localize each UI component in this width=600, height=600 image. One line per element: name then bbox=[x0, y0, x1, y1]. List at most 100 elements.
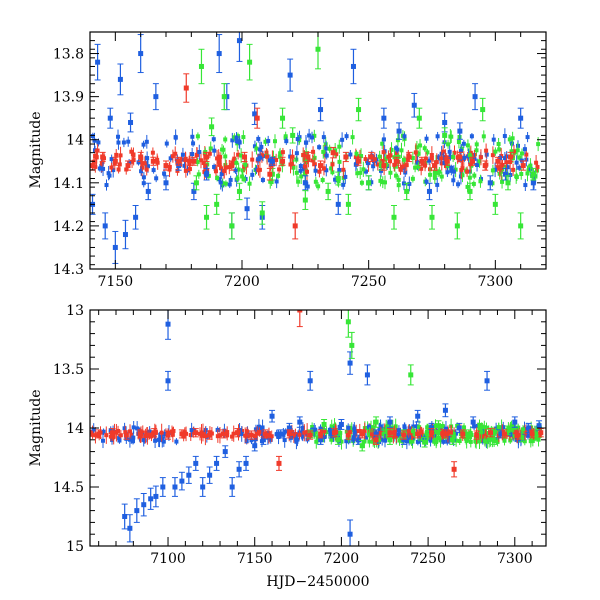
y-tick-label: 13.8 bbox=[53, 47, 84, 63]
data-point bbox=[340, 137, 345, 142]
data-point bbox=[403, 162, 408, 167]
data-point bbox=[223, 181, 228, 186]
data-point bbox=[508, 173, 513, 178]
data-point bbox=[93, 433, 98, 438]
data-point bbox=[495, 439, 500, 444]
data-point bbox=[458, 148, 463, 153]
data-point bbox=[351, 435, 356, 440]
data-point bbox=[433, 423, 438, 428]
data-point bbox=[389, 147, 394, 152]
data-point bbox=[291, 165, 296, 170]
data-point bbox=[298, 164, 303, 169]
data-point bbox=[281, 432, 286, 437]
data-point bbox=[230, 434, 235, 439]
data-point bbox=[424, 179, 429, 184]
data-point bbox=[366, 180, 372, 186]
data-point bbox=[183, 85, 189, 91]
data-point bbox=[131, 435, 136, 440]
data-point bbox=[224, 94, 230, 100]
data-point bbox=[472, 424, 477, 429]
data-point bbox=[478, 155, 483, 160]
data-point bbox=[236, 188, 242, 194]
data-point bbox=[221, 94, 227, 100]
data-point bbox=[365, 161, 370, 166]
data-point bbox=[179, 478, 185, 484]
data-point bbox=[130, 439, 135, 444]
data-point bbox=[484, 148, 489, 153]
data-point bbox=[493, 429, 498, 434]
data-point bbox=[179, 157, 184, 162]
data-point bbox=[187, 162, 192, 167]
data-point bbox=[269, 413, 275, 419]
data-point bbox=[244, 206, 250, 212]
data-point bbox=[488, 430, 494, 436]
data-point bbox=[457, 439, 462, 444]
data-point bbox=[411, 424, 416, 429]
data-point bbox=[480, 107, 486, 113]
data-point bbox=[236, 167, 241, 172]
data-point bbox=[290, 132, 296, 138]
data-point bbox=[139, 169, 144, 174]
top-plot-area bbox=[90, 32, 541, 264]
data-point bbox=[449, 165, 454, 170]
data-point bbox=[448, 154, 453, 159]
y-tick-label: 14.1 bbox=[53, 176, 84, 192]
data-point bbox=[438, 438, 443, 443]
data-point bbox=[122, 514, 128, 519]
data-point bbox=[401, 432, 407, 438]
data-point bbox=[520, 429, 525, 434]
data-point bbox=[153, 438, 158, 443]
data-point bbox=[254, 115, 260, 121]
data-point bbox=[388, 153, 393, 158]
data-point bbox=[498, 431, 504, 437]
data-point bbox=[201, 161, 206, 166]
data-point bbox=[344, 429, 349, 434]
data-point bbox=[216, 158, 222, 164]
data-point bbox=[490, 153, 495, 158]
data-point bbox=[526, 168, 531, 173]
top-x-ticks: 7150 7200 7250 7300 bbox=[89, 32, 547, 290]
data-point bbox=[337, 168, 342, 173]
data-point bbox=[321, 135, 326, 140]
data-point bbox=[408, 372, 414, 378]
data-point bbox=[379, 168, 384, 173]
data-point bbox=[457, 128, 463, 134]
data-point bbox=[117, 76, 123, 82]
data-point bbox=[463, 431, 469, 437]
data-point bbox=[174, 439, 179, 444]
data-point bbox=[388, 170, 393, 175]
data-point bbox=[302, 180, 308, 186]
data-point bbox=[483, 439, 488, 444]
data-point bbox=[314, 439, 319, 444]
data-point bbox=[138, 154, 144, 160]
data-point bbox=[263, 139, 268, 144]
data-point bbox=[145, 188, 151, 194]
data-point bbox=[391, 434, 396, 439]
data-point bbox=[474, 148, 479, 153]
data-point bbox=[325, 188, 331, 194]
data-point bbox=[373, 419, 379, 425]
data-point bbox=[170, 154, 175, 159]
data-point bbox=[496, 141, 501, 146]
data-point bbox=[102, 223, 108, 229]
data-point bbox=[462, 155, 467, 160]
data-point bbox=[296, 179, 301, 184]
data-point bbox=[515, 148, 520, 153]
x-tick-label: 7200 bbox=[324, 551, 360, 567]
data-point bbox=[269, 171, 275, 177]
data-point bbox=[523, 430, 528, 435]
data-point bbox=[168, 156, 173, 161]
data-point bbox=[252, 443, 258, 449]
data-point bbox=[428, 172, 433, 177]
data-point bbox=[191, 141, 196, 146]
data-point bbox=[262, 431, 268, 437]
data-point bbox=[276, 173, 281, 178]
data-point bbox=[252, 111, 258, 117]
data-point bbox=[443, 426, 448, 431]
data-point bbox=[173, 151, 178, 156]
data-point bbox=[144, 167, 149, 172]
data-point bbox=[459, 146, 464, 151]
data-point bbox=[470, 419, 476, 425]
data-point bbox=[343, 174, 348, 179]
data-point bbox=[519, 434, 525, 440]
